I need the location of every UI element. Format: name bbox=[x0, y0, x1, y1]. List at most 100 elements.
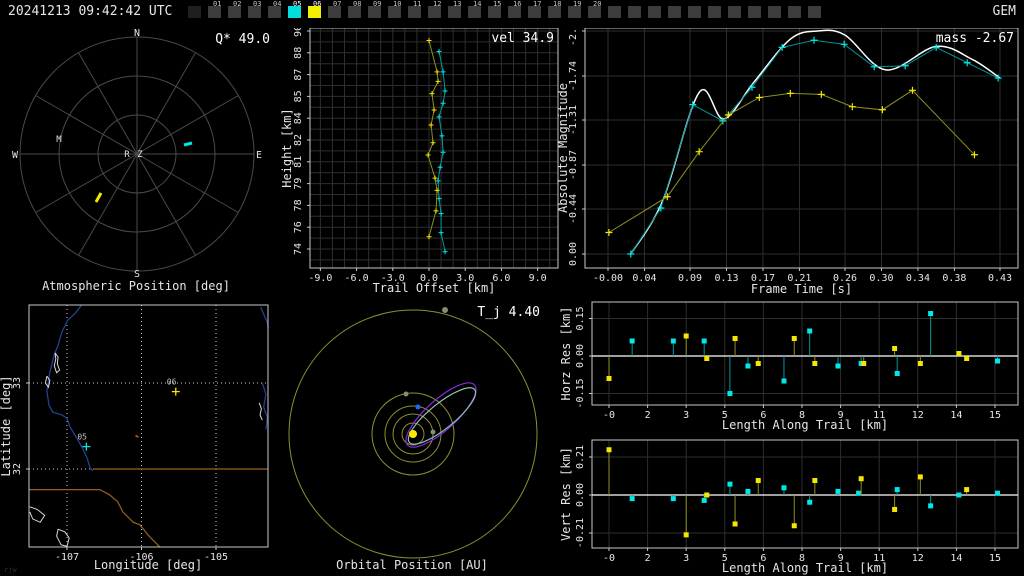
polar-sky-panel: NESWRZMQ* 49.0Atmospheric Position [deg] bbox=[12, 28, 270, 293]
trail-offset-plot: -9.0-6.0-3.00.03.06.09.09088878584828179… bbox=[280, 28, 558, 295]
y-tick-label: 0.00 bbox=[575, 344, 586, 368]
marker-square-station-05 bbox=[856, 491, 861, 496]
y-tick-label: 84 bbox=[293, 112, 304, 124]
y-tick-label: 88 bbox=[293, 47, 304, 59]
marker-square-station-06 bbox=[704, 356, 709, 361]
marker-plus bbox=[438, 165, 443, 170]
grid-lines bbox=[592, 302, 1018, 405]
marker-plus bbox=[849, 103, 856, 110]
marker-square-station-05 bbox=[995, 359, 1000, 364]
frame-box[interactable] bbox=[188, 6, 201, 18]
frame-label: 02 bbox=[233, 0, 241, 8]
frame-box[interactable] bbox=[708, 6, 721, 18]
marker-plus bbox=[605, 229, 612, 236]
x-tick-label: 0.04 bbox=[632, 273, 656, 284]
x-tick-label: -6.0 bbox=[345, 273, 369, 284]
marker-plus bbox=[430, 140, 435, 145]
marker-square-station-05 bbox=[702, 339, 707, 344]
polar-spoke bbox=[137, 53, 196, 154]
marker-square-station-06 bbox=[859, 476, 864, 481]
frame-box[interactable] bbox=[748, 6, 761, 18]
frame-label: 20 bbox=[593, 0, 601, 8]
marker-square-station-06 bbox=[756, 361, 761, 366]
border-line bbox=[29, 490, 160, 548]
frame-box[interactable] bbox=[768, 6, 781, 18]
marker-plus bbox=[756, 94, 763, 101]
plot-annotation: mass -2.67 bbox=[936, 31, 1014, 46]
frame-box[interactable] bbox=[628, 6, 641, 18]
plot-annotation: T_j 4.40 bbox=[477, 305, 540, 320]
jupiter-dot bbox=[442, 307, 448, 313]
marker-square-station-06 bbox=[704, 493, 709, 498]
polar-spoke bbox=[36, 96, 137, 155]
earth-dot bbox=[416, 405, 421, 410]
frame-label: 04 bbox=[273, 0, 281, 8]
map-graticule bbox=[29, 305, 268, 547]
marker-plus bbox=[964, 59, 971, 66]
sun-dot bbox=[409, 430, 417, 438]
marker-plus bbox=[787, 90, 794, 97]
frame-box[interactable] bbox=[668, 6, 681, 18]
marker-plus bbox=[443, 88, 448, 93]
marker-square-station-05 bbox=[671, 496, 676, 501]
marker-square-station-05 bbox=[835, 489, 840, 494]
marker-square-station-06 bbox=[861, 361, 866, 366]
meteor-streak-05 bbox=[184, 143, 192, 145]
plot-annotation: Q* 49.0 bbox=[215, 32, 270, 47]
station-label-06: 06 bbox=[167, 378, 177, 387]
frame-box[interactable] bbox=[788, 6, 801, 18]
lake-outline bbox=[54, 353, 59, 373]
frame-label: 08 bbox=[353, 0, 361, 8]
x-axis-label: Longitude [deg] bbox=[94, 558, 202, 572]
grid-lines bbox=[592, 440, 1018, 548]
polar-spoke bbox=[137, 154, 238, 213]
y-tick-label: 79 bbox=[293, 178, 304, 190]
marker-square-station-06 bbox=[684, 334, 689, 339]
y-tick-label: 78 bbox=[293, 199, 304, 211]
y-axis-label: Vert Res [km] bbox=[559, 447, 573, 541]
y-tick-label: 87 bbox=[293, 69, 304, 81]
frame-box[interactable] bbox=[648, 6, 661, 18]
moon-marker: M bbox=[56, 135, 62, 145]
marker-plus bbox=[902, 62, 909, 69]
marker-square-station-05 bbox=[995, 491, 1000, 496]
x-tick-label: 9.0 bbox=[529, 273, 547, 284]
x-tick-label: 12 bbox=[912, 553, 924, 564]
plot-annotation: vel 34.9 bbox=[491, 31, 554, 46]
y-axis-label: Height [km] bbox=[280, 108, 294, 187]
x-axis-label: Frame Time [s] bbox=[751, 282, 852, 296]
marker-plus bbox=[443, 249, 448, 254]
y-tick-label: 82 bbox=[293, 134, 304, 146]
series-line-station-05 bbox=[631, 40, 998, 254]
ground-map-panel: 0506-107-106-1053332Longitude [deg]Latit… bbox=[0, 305, 268, 572]
x-tick-label: 0.43 bbox=[988, 273, 1012, 284]
frame-label: 16 bbox=[513, 0, 521, 8]
frame-label: 03 bbox=[253, 0, 261, 8]
y-tick-label: 85 bbox=[293, 90, 304, 102]
frame-strip: 0102030405060708091011121314151617181920 bbox=[0, 0, 1024, 28]
marker-square-station-06 bbox=[918, 474, 923, 479]
magnitude-plot: -0.000.040.090.130.170.210.260.300.340.3… bbox=[556, 28, 1018, 296]
frame-box[interactable] bbox=[808, 6, 821, 18]
compass-west: W bbox=[12, 150, 19, 161]
x-axis-label: Trail Offset [km] bbox=[373, 281, 496, 295]
marker-square-station-05 bbox=[781, 379, 786, 384]
x-tick-label: 0.30 bbox=[869, 273, 893, 284]
marker-square-station-05 bbox=[928, 503, 933, 508]
y-axis-label: Latitude [deg] bbox=[0, 375, 13, 476]
frame-label: 11 bbox=[413, 0, 421, 8]
marker-square-station-05 bbox=[630, 339, 635, 344]
frame-box[interactable] bbox=[608, 6, 621, 18]
marker-plus bbox=[432, 108, 437, 113]
marker-square-station-05 bbox=[671, 339, 676, 344]
marker-square-station-05 bbox=[630, 496, 635, 501]
frame-box[interactable] bbox=[728, 6, 741, 18]
top-bar: 20241213 09:42:42 UTC 010203040506070809… bbox=[0, 0, 1024, 28]
series-line-station-06 bbox=[428, 41, 438, 237]
y-axis-label: Absolute Magnitude bbox=[556, 83, 570, 213]
series-fit-model-fit bbox=[631, 30, 1000, 254]
frame-box[interactable] bbox=[688, 6, 701, 18]
marker-square-station-05 bbox=[781, 485, 786, 490]
y-tick-label: 76 bbox=[293, 221, 304, 233]
marker-square-station-06 bbox=[607, 447, 612, 452]
